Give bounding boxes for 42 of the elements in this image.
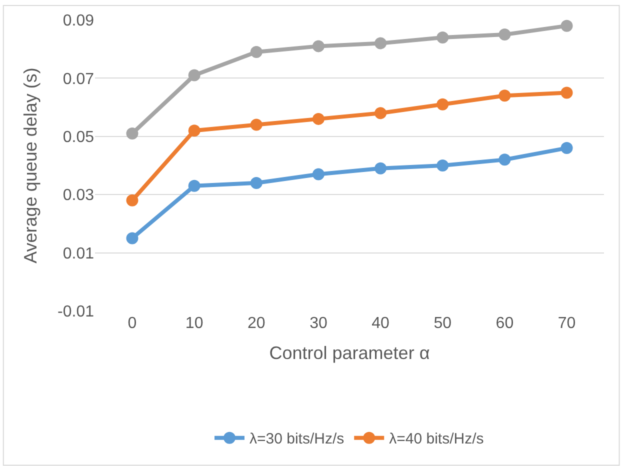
point	[560, 86, 573, 99]
y-tick-label: 0.09	[62, 12, 94, 30]
point	[126, 194, 138, 206]
point	[374, 162, 387, 174]
point	[560, 142, 573, 154]
point	[436, 160, 449, 172]
point	[498, 90, 511, 102]
x-tick-label: 0	[128, 315, 137, 332]
y-tick-label: -0.01	[58, 304, 94, 321]
x-tick-label: 30	[310, 315, 328, 332]
point	[126, 232, 138, 244]
point	[498, 28, 511, 41]
point	[436, 98, 449, 110]
legend-label: λ=30 bits/Hz/s	[250, 430, 344, 448]
x-tick-label: 50	[434, 315, 452, 332]
x-tick-label: 70	[558, 315, 576, 332]
legend-label: λ=40 bits/Hz/s	[389, 430, 484, 448]
point	[188, 69, 200, 82]
y-axis-title: Average queue delay (s)	[20, 68, 41, 264]
x-axis-title: Control parameter α	[269, 343, 430, 364]
y-tick-label: 0.03	[62, 187, 94, 204]
point	[312, 168, 324, 180]
point	[312, 40, 324, 52]
point	[188, 124, 200, 137]
point	[498, 154, 511, 166]
point	[374, 107, 387, 120]
y-tick-label: 0.01	[62, 245, 94, 262]
point	[312, 112, 324, 125]
point	[250, 176, 262, 189]
point	[374, 37, 387, 50]
point	[188, 180, 200, 192]
point	[560, 20, 573, 32]
x-tick-label: 40	[372, 315, 390, 332]
x-tick-label: 60	[496, 315, 514, 332]
point	[250, 118, 262, 131]
y-tick-label: 0.05	[62, 129, 94, 146]
point	[436, 31, 449, 44]
x-tick-label: 20	[247, 315, 266, 332]
point	[126, 127, 138, 140]
point	[250, 46, 262, 58]
x-tick-label: 10	[185, 315, 204, 332]
y-tick-label: 0.07	[62, 70, 94, 88]
